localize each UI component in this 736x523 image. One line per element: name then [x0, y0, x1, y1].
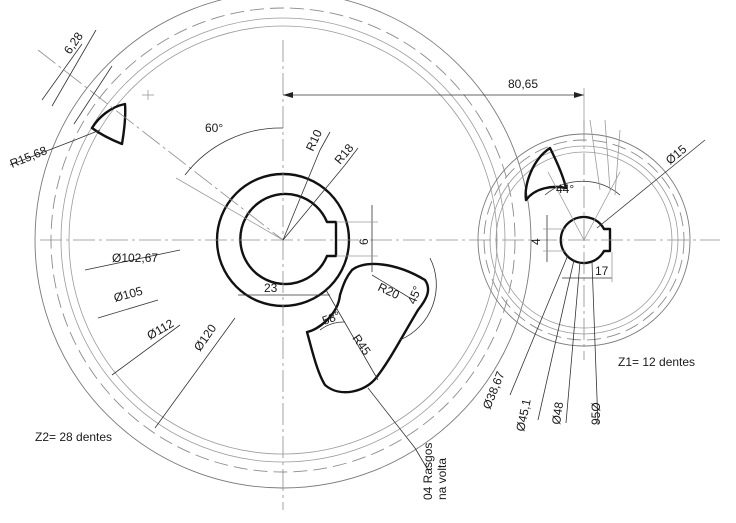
label-d45-1: Ø45,1 [513, 397, 534, 432]
label-d15: Ø15 [663, 142, 690, 168]
label-d48: Ø48 [549, 401, 566, 426]
label-d38-67: Ø38,67 [480, 369, 508, 411]
label-6: 6 [357, 238, 371, 245]
label-z1: Z1= 12 dentes [618, 355, 695, 369]
label-z2: Z2= 28 dentes [35, 430, 112, 444]
small-gear-tooth [524, 146, 568, 202]
label-r15-68: R15,68 [8, 143, 49, 171]
dimension-lines [9, 29, 706, 471]
label-d105: Ø105 [112, 284, 144, 305]
label-r10: R10 [303, 127, 325, 153]
label-17: 17 [595, 264, 609, 278]
center-lines [37, 40, 720, 510]
label-58-deg: 58° [320, 308, 342, 327]
label-d102-67: Ø102,67 [112, 251, 158, 265]
label-d120: Ø120 [191, 321, 219, 353]
label-23: 23 [264, 281, 278, 295]
label-r18: R18 [332, 141, 357, 167]
label-r20: R20 [376, 280, 402, 302]
large-gear-tooth [90, 102, 127, 146]
large-gear-bore-with-keyway [239, 192, 338, 286]
label-rasgos-2: na volta [435, 458, 449, 500]
label-6-28: 6,28 [61, 29, 86, 56]
label-d112: Ø112 [145, 316, 177, 343]
label-4: 4 [529, 238, 543, 245]
label-45-deg: 45° [405, 284, 425, 306]
label-r45: R45 [350, 332, 374, 358]
label-44-deg: 44° [556, 182, 574, 196]
large-gear-slot [305, 262, 430, 394]
label-rasgos-1: 04 Rasgos [421, 443, 435, 500]
label-80-65: 80,65 [508, 77, 538, 91]
label-d50: 95Ø [589, 402, 603, 425]
small-gear-bore-with-keyway [559, 215, 612, 265]
label-60-deg: 60° [205, 121, 223, 135]
